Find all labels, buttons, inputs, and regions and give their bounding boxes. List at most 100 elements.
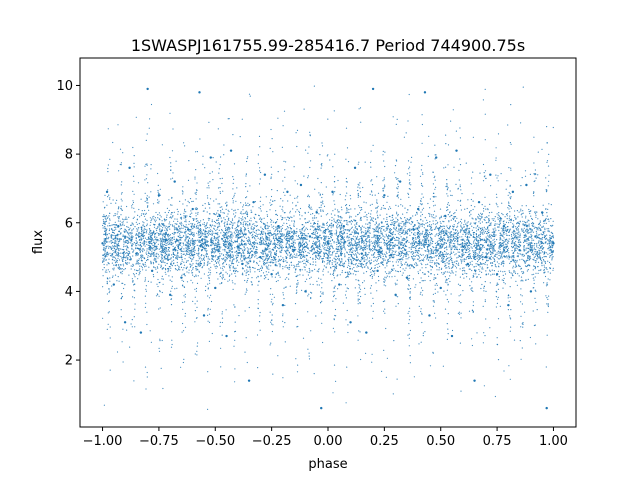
data-point <box>285 260 287 262</box>
data-point <box>184 145 186 147</box>
data-point <box>301 269 303 271</box>
data-point <box>400 222 402 224</box>
data-point <box>207 408 209 410</box>
data-point <box>405 225 407 227</box>
data-point <box>200 239 202 242</box>
data-point <box>166 214 168 216</box>
data-point <box>332 226 334 228</box>
data-point <box>248 261 250 263</box>
data-point <box>518 231 520 233</box>
data-point <box>144 366 147 368</box>
data-point <box>114 274 117 276</box>
data-point <box>188 253 190 256</box>
data-point <box>169 221 171 223</box>
data-point <box>340 284 342 286</box>
data-point <box>192 274 194 276</box>
data-point <box>419 203 421 205</box>
data-point <box>270 232 272 235</box>
data-point <box>117 211 119 213</box>
data-point <box>369 227 371 230</box>
data-point <box>240 211 242 213</box>
data-point <box>299 183 303 187</box>
data-point <box>404 207 406 209</box>
data-point <box>231 232 233 234</box>
data-point <box>222 269 224 271</box>
data-point <box>249 271 251 273</box>
data-point <box>462 233 464 235</box>
data-point <box>270 177 272 180</box>
data-point <box>363 234 365 236</box>
data-point <box>433 256 435 258</box>
data-point <box>467 246 469 248</box>
data-point <box>334 268 336 270</box>
data-point <box>517 238 519 240</box>
data-point <box>435 277 437 279</box>
data-point <box>141 232 143 234</box>
data-point <box>259 200 261 202</box>
data-point <box>160 233 162 235</box>
data-point <box>312 261 314 263</box>
data-point <box>187 260 189 262</box>
data-point <box>173 236 175 238</box>
data-point <box>528 236 530 238</box>
data-point <box>434 223 436 225</box>
data-point <box>500 227 502 229</box>
data-point <box>477 216 479 218</box>
data-point <box>510 207 512 209</box>
data-point <box>195 193 197 195</box>
data-point <box>305 291 307 293</box>
data-point <box>501 212 503 215</box>
data-point <box>421 142 423 144</box>
data-point <box>389 260 391 262</box>
data-point <box>274 230 276 232</box>
data-point <box>333 218 335 220</box>
data-point <box>509 205 511 207</box>
data-point <box>308 220 310 222</box>
data-point <box>193 218 195 220</box>
data-point <box>344 255 346 257</box>
data-point <box>455 229 457 231</box>
data-point <box>386 201 388 203</box>
data-point <box>207 295 209 297</box>
data-point <box>339 249 341 251</box>
data-point <box>165 225 167 227</box>
data-point <box>146 376 148 378</box>
data-point <box>522 229 524 231</box>
data-point <box>312 270 314 272</box>
data-point <box>152 203 155 205</box>
data-point <box>329 257 331 259</box>
data-point <box>338 226 340 228</box>
data-point <box>402 244 404 246</box>
data-point <box>519 253 522 255</box>
data-point <box>533 324 536 327</box>
data-point <box>215 214 217 216</box>
data-point <box>272 293 274 295</box>
data-point <box>448 259 450 262</box>
data-point <box>329 219 331 221</box>
data-point <box>244 248 246 250</box>
data-point <box>386 357 388 359</box>
data-point <box>308 207 310 209</box>
data-point <box>466 248 468 250</box>
data-point <box>409 172 411 174</box>
data-point <box>522 223 524 225</box>
data-point <box>414 225 416 227</box>
data-point <box>109 218 111 220</box>
data-point <box>369 257 371 259</box>
data-point <box>397 215 399 217</box>
data-point <box>172 245 174 247</box>
data-point <box>433 246 435 249</box>
data-point <box>370 161 372 164</box>
data-point <box>420 287 423 289</box>
data-point <box>269 202 271 204</box>
data-point <box>209 230 211 233</box>
data-point <box>105 190 109 194</box>
data-point <box>539 255 541 257</box>
data-point <box>107 312 109 314</box>
data-point <box>411 220 413 223</box>
data-point <box>235 255 237 257</box>
data-point <box>360 219 362 221</box>
data-point <box>122 263 124 265</box>
data-point <box>533 279 535 281</box>
data-point <box>499 235 501 237</box>
